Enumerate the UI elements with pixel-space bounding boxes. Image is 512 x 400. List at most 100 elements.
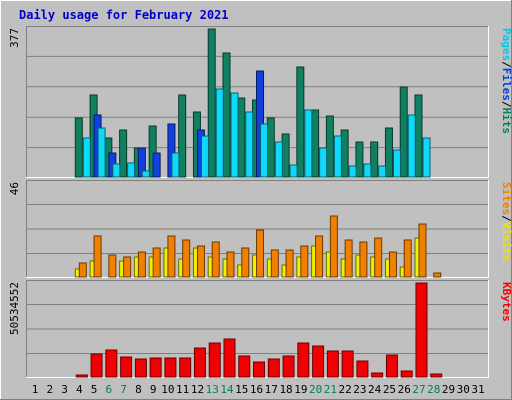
legend-entry: / [500, 61, 512, 68]
x-tick-day-13: 13 [206, 383, 219, 396]
bar-sites-day-7 [123, 256, 132, 278]
legend-entry: Sites [500, 182, 512, 215]
x-tick-day-15: 15 [235, 383, 248, 396]
bar-hits-day-7 [119, 129, 128, 178]
bar-hits-day-15 [237, 97, 246, 178]
x-tick-day-4: 4 [76, 383, 83, 396]
bar-sites-day-18 [285, 249, 294, 278]
bar-sites-day-5 [93, 235, 102, 278]
legend-entry: / [500, 101, 512, 108]
legend-entry: KBytes [500, 282, 512, 322]
bar-sites-day-28 [433, 272, 442, 278]
bar-hits-day-17 [266, 117, 275, 178]
x-tick-day-9: 9 [150, 383, 157, 396]
x-tick-day-20: 20 [309, 383, 322, 396]
bar-kbytes-day-23 [356, 360, 369, 378]
bar-kbytes-day-18 [282, 355, 295, 378]
bar-kbytes-day-25 [385, 354, 398, 378]
bar-pages-day-7 [127, 162, 136, 178]
chart-title: Daily usage for February 2021 [19, 8, 229, 22]
side-legend: Sites/Visits [500, 182, 512, 262]
bar-sites-day-13 [211, 241, 220, 278]
bar-pages-day-5 [97, 127, 106, 178]
bar-pages-day-12 [200, 135, 209, 178]
bar-kbytes-day-19 [297, 342, 310, 378]
bar-hits-day-25 [384, 127, 393, 178]
bar-sites-day-25 [388, 251, 397, 278]
x-tick-day-14: 14 [220, 383, 234, 396]
bar-sites-day-15 [241, 247, 250, 278]
bar-sites-day-24 [374, 237, 383, 278]
bar-hits-day-18 [281, 133, 290, 178]
x-tick-day-25: 25 [383, 383, 396, 396]
x-tick-day-17: 17 [265, 383, 278, 396]
bar-pages-day-26 [407, 114, 416, 178]
x-tick-day-11: 11 [176, 383, 189, 396]
x-tick-day-3: 3 [61, 383, 68, 396]
bar-sites-day-20 [315, 235, 324, 278]
bar-kbytes-day-9 [149, 357, 162, 378]
x-tick-day-29: 29 [442, 383, 455, 396]
bar-pages-day-17 [274, 141, 283, 178]
x-tick-day-16: 16 [250, 383, 263, 396]
bar-pages-day-19 [304, 109, 313, 178]
x-tick-day-8: 8 [135, 383, 142, 396]
x-tick-day-23: 23 [353, 383, 366, 396]
bar-kbytes-day-26 [400, 370, 413, 378]
bar-hits-day-4 [74, 117, 83, 178]
bar-kbytes-day-5 [90, 353, 103, 378]
bar-hits-day-13 [207, 28, 216, 178]
x-axis-day-labels: 1 2 3 4 5 6 7 8 9 10 11 12 13 14 15 16 17 18 19 20 21 22 23 24 2… [32, 383, 485, 396]
x-tick-day-31: 31 [471, 383, 484, 396]
legend-entry: Pages [500, 28, 512, 61]
bar-hits-day-27 [414, 94, 423, 178]
bar-hits-day-14 [222, 52, 231, 178]
bar-pages-day-15 [245, 111, 254, 178]
bar-sites-day-12 [196, 245, 205, 278]
x-tick-day-5: 5 [91, 383, 98, 396]
bar-kbytes-day-4 [75, 374, 88, 378]
bar-kbytes-day-16 [253, 361, 266, 378]
x-tick-day-6: 6 [106, 383, 113, 396]
bar-hits-day-26 [399, 86, 408, 178]
bar-hits-day-22 [340, 129, 349, 178]
bar-pages-day-14 [230, 92, 239, 178]
bar-hits-day-11 [178, 94, 187, 178]
bar-sites-day-21 [329, 215, 338, 278]
x-tick-day-10: 10 [161, 383, 174, 396]
panel-kbytes: 50534552 KBytes [8, 280, 512, 378]
x-tick-day-22: 22 [339, 383, 352, 396]
bar-hits-day-19 [296, 66, 305, 178]
bar-pages-day-25 [392, 149, 401, 178]
bar-kbytes-day-7 [120, 356, 133, 378]
bar-kbytes-day-11 [179, 357, 192, 378]
x-tick-day-27: 27 [412, 383, 425, 396]
bar-sites-day-16 [256, 229, 265, 278]
bar-pages-day-21 [333, 135, 342, 178]
bar-sites-day-4 [78, 262, 87, 278]
legend-entry: Visits [500, 222, 512, 262]
bar-sites-day-11 [182, 239, 191, 278]
bar-sites-day-17 [270, 249, 279, 278]
bar-kbytes-day-22 [341, 350, 354, 378]
bar-pages-day-22 [348, 165, 357, 178]
bar-kbytes-day-24 [371, 372, 384, 378]
bar-sites-day-26 [403, 239, 412, 278]
bar-sites-day-27 [418, 223, 427, 278]
y-max-label: 377 [8, 28, 21, 48]
bar-hits-day-20 [311, 109, 320, 178]
bar-pages-day-27 [422, 137, 431, 178]
bar-pages-day-24 [378, 165, 387, 178]
bar-pages-day-16 [260, 123, 269, 178]
legend-entry: Hits [500, 108, 512, 135]
bar-sites-day-10 [167, 235, 176, 278]
y-max-label: 46 [8, 182, 21, 195]
side-legend: Pages/Files/Hits [500, 28, 512, 134]
bar-pages-day-8 [141, 170, 150, 178]
bar-pages-day-4 [82, 137, 91, 178]
x-tick-day-2: 2 [46, 383, 53, 396]
bar-kbytes-day-6 [105, 349, 118, 378]
bar-sites-day-22 [344, 239, 353, 278]
